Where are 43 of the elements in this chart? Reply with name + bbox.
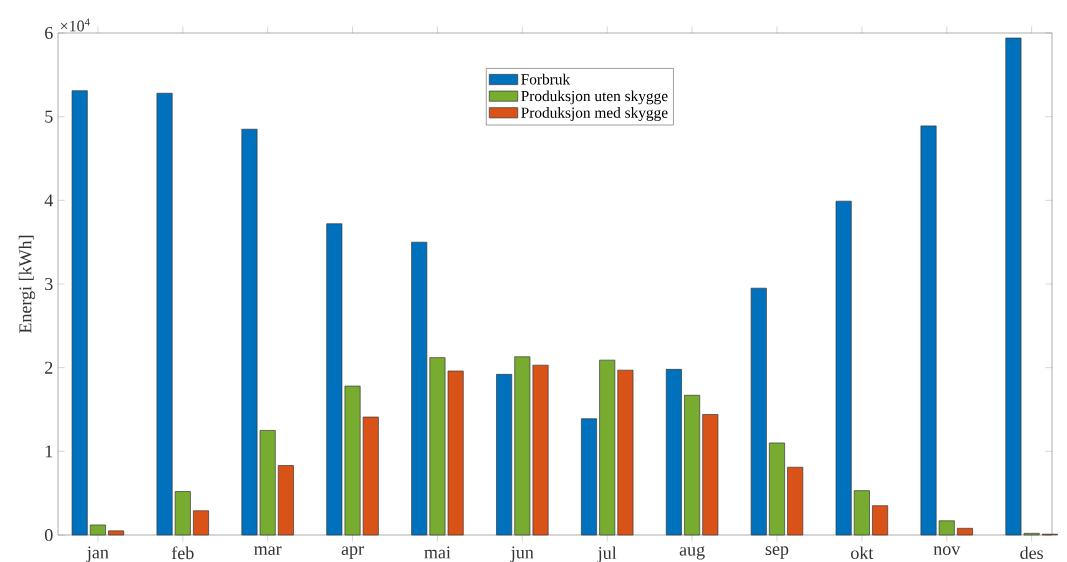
- legend-label: Produksjon uten skygge: [521, 90, 668, 105]
- x-tick-label: aug: [679, 546, 705, 560]
- y-tick-label: 6: [45, 26, 53, 40]
- bar: [872, 505, 889, 536]
- x-tick-label: mai: [424, 546, 451, 559]
- bar: [108, 530, 125, 536]
- y-tick-label: 4: [44, 194, 54, 207]
- x-tick-label: jan: [86, 546, 109, 562]
- x-tick-label: okt: [851, 546, 874, 560]
- y-tick-label: 5: [45, 110, 53, 123]
- x-tick-label: apr: [341, 546, 364, 559]
- bar: [956, 527, 973, 536]
- bar: [665, 369, 682, 536]
- x-tick-label: jun: [510, 546, 534, 562]
- bar: [617, 369, 634, 536]
- bar: [581, 418, 597, 536]
- bar: [277, 465, 294, 536]
- x-tick-label: feb: [171, 546, 194, 560]
- bar: [787, 466, 804, 536]
- x-tick-label: jul: [597, 546, 617, 562]
- bar: [89, 524, 106, 536]
- bar: [193, 510, 209, 536]
- bar: [496, 374, 513, 536]
- bar: [835, 200, 852, 536]
- y-tick-label: 0: [44, 528, 53, 542]
- legend-label: Forbruk: [521, 73, 571, 85]
- bar: [71, 90, 88, 536]
- bar: [702, 414, 719, 536]
- x-tick-label: des: [1020, 546, 1043, 560]
- bar: [769, 442, 785, 536]
- x-tick-label: nov: [933, 546, 961, 556]
- y-axis-title: Energi [kWh]: [18, 235, 36, 334]
- bar: [853, 490, 870, 536]
- text: ×10$^{4}$: [60, 18, 90, 32]
- legend-label: Produksjon med skygge: [521, 107, 668, 121]
- bar: [750, 287, 767, 536]
- y-tick-label: 2: [45, 361, 53, 374]
- bar: [684, 394, 701, 536]
- y-tick-label: 3: [45, 277, 53, 291]
- y-tick-label: 1: [45, 445, 53, 458]
- bar: [599, 359, 616, 536]
- x-tick-label: sep: [765, 546, 789, 559]
- x-tick-label: mar: [254, 546, 282, 556]
